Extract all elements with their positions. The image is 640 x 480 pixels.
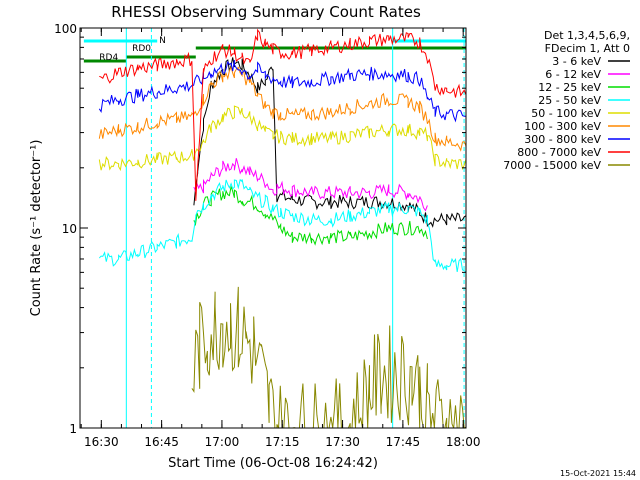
y-tick-label: 1 bbox=[69, 422, 77, 436]
legend-label: 100 - 300 keV bbox=[524, 120, 601, 133]
legend-label: 3 - 6 keV bbox=[552, 55, 601, 68]
y-axis-ticks: 1 10 100 bbox=[54, 22, 466, 436]
y-tick-label: 100 bbox=[54, 22, 77, 36]
legend-header: Det 1,3,4,5,6,9, bbox=[544, 29, 630, 42]
legend-header: FDecim 1, Att 0 bbox=[545, 42, 630, 55]
footer-date: 15-Oct-2021 15:44 bbox=[560, 469, 636, 478]
x-axis-ticks: 16:30 16:45 17:00 17:15 17:30 17:45 18:00 bbox=[80, 28, 481, 449]
y-axis-label: Count Rate (s⁻¹ detector⁻¹) bbox=[29, 140, 44, 317]
legend: Det 1,3,4,5,6,9,FDecim 1, Att 03 - 6 keV… bbox=[503, 29, 630, 172]
legend-label: 6 - 12 keV bbox=[545, 68, 601, 81]
series-line-3 bbox=[193, 186, 428, 246]
x-tick-label: 17:00 bbox=[205, 435, 240, 449]
legend-label: 800 - 7000 keV bbox=[517, 146, 601, 159]
legend-label: 7000 - 15000 keV bbox=[503, 159, 601, 172]
legend-label: 300 - 800 keV bbox=[524, 133, 601, 146]
legend-label: 12 - 25 keV bbox=[538, 81, 601, 94]
series-line-8 bbox=[99, 28, 467, 201]
flag-label-rd4: RD4 bbox=[99, 53, 118, 63]
series-line-5 bbox=[98, 105, 467, 172]
x-tick-label: 17:30 bbox=[325, 435, 360, 449]
x-tick-label: 16:45 bbox=[144, 435, 179, 449]
legend-label: 25 - 50 keV bbox=[538, 94, 601, 107]
x-tick-label: 16:30 bbox=[84, 435, 119, 449]
y-tick-label: 10 bbox=[62, 222, 77, 236]
x-tick-label: 17:45 bbox=[386, 435, 421, 449]
series-line-2 bbox=[193, 158, 428, 212]
x-tick-label: 17:15 bbox=[265, 435, 300, 449]
legend-label: 50 - 100 keV bbox=[531, 107, 601, 120]
series-line-6 bbox=[98, 65, 467, 152]
chart-title: RHESSI Observing Summary Count Rates bbox=[111, 3, 421, 21]
flag-label-rd0: RD0 bbox=[132, 44, 151, 54]
flag-label-n: N bbox=[159, 36, 166, 46]
series-line-4 bbox=[98, 178, 467, 273]
x-tick-label: 18:00 bbox=[446, 435, 481, 449]
series-line-9 bbox=[191, 286, 467, 429]
x-axis-label: Start Time (06-Oct-08 16:24:42) bbox=[168, 456, 378, 471]
series-line-7 bbox=[98, 60, 466, 123]
